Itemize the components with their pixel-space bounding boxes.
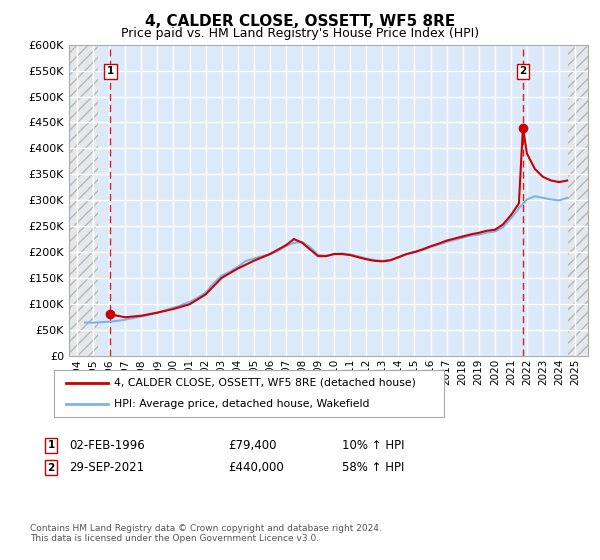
Text: 2: 2 <box>519 66 527 76</box>
Text: £440,000: £440,000 <box>228 461 284 474</box>
Text: 02-FEB-1996: 02-FEB-1996 <box>69 438 145 452</box>
Text: 2: 2 <box>47 463 55 473</box>
Text: £79,400: £79,400 <box>228 438 277 452</box>
Text: Price paid vs. HM Land Registry's House Price Index (HPI): Price paid vs. HM Land Registry's House … <box>121 27 479 40</box>
Bar <box>568 45 588 356</box>
Bar <box>69 45 98 356</box>
Text: 58% ↑ HPI: 58% ↑ HPI <box>342 461 404 474</box>
Text: 10% ↑ HPI: 10% ↑ HPI <box>342 438 404 452</box>
Text: 4, CALDER CLOSE, OSSETT, WF5 8RE: 4, CALDER CLOSE, OSSETT, WF5 8RE <box>145 14 455 29</box>
Text: 1: 1 <box>47 440 55 450</box>
Text: HPI: Average price, detached house, Wakefield: HPI: Average price, detached house, Wake… <box>114 399 370 409</box>
Text: 29-SEP-2021: 29-SEP-2021 <box>69 461 144 474</box>
Text: 4, CALDER CLOSE, OSSETT, WF5 8RE (detached house): 4, CALDER CLOSE, OSSETT, WF5 8RE (detach… <box>114 378 416 388</box>
Text: 1: 1 <box>107 66 114 76</box>
Text: Contains HM Land Registry data © Crown copyright and database right 2024.
This d: Contains HM Land Registry data © Crown c… <box>30 524 382 543</box>
